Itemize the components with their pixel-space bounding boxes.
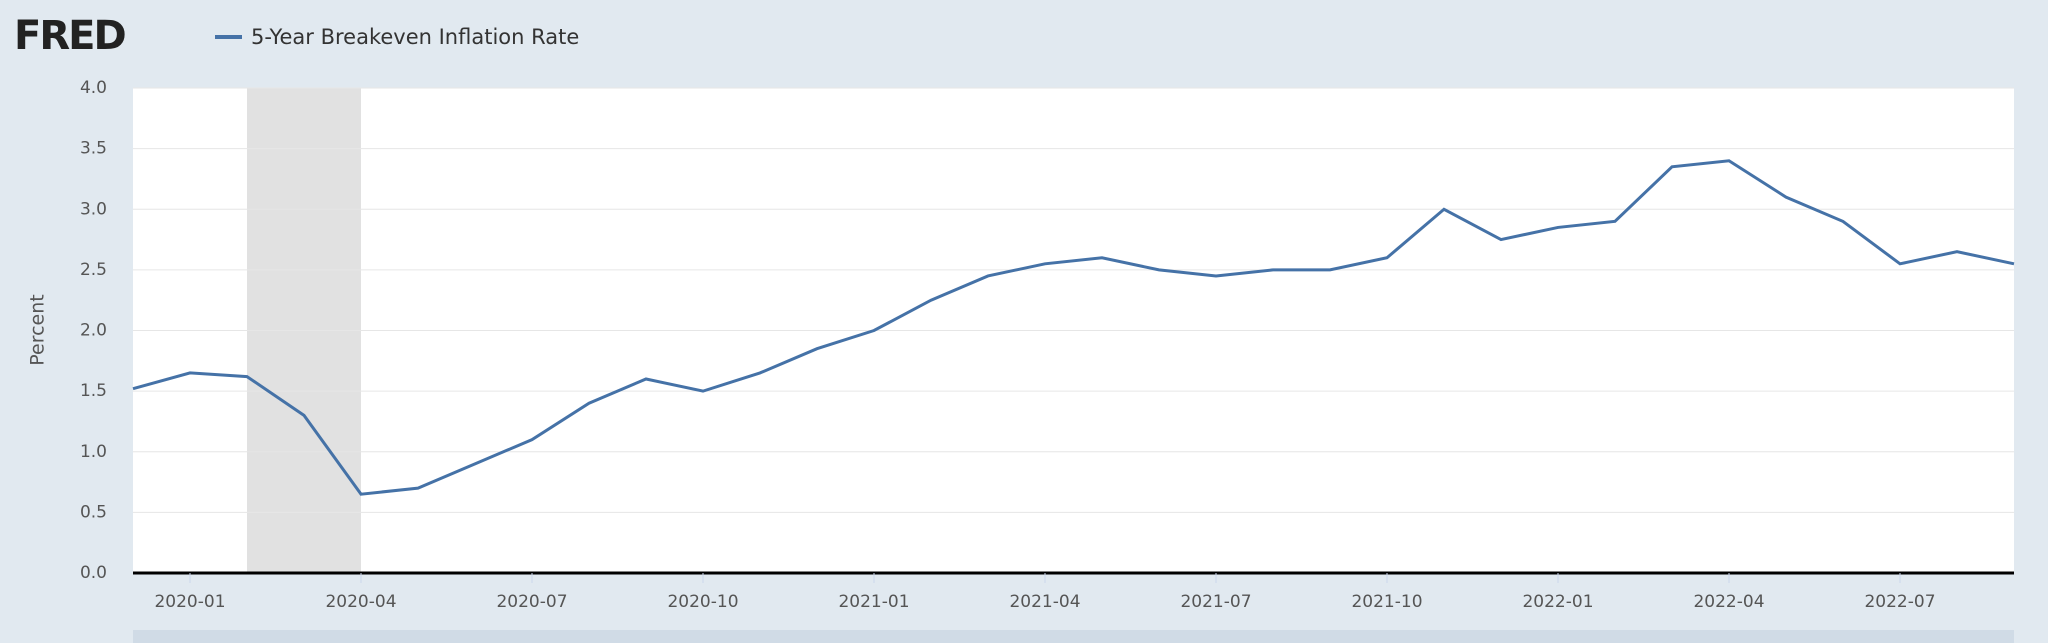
range-slider[interactable] <box>133 630 2014 643</box>
x-tick-label: 2020-07 <box>496 592 567 612</box>
y-tick-label: 3.0 <box>80 199 107 219</box>
y-tick-label: 2.5 <box>80 260 107 280</box>
y-tick-label: 0.5 <box>80 502 107 522</box>
x-tick-label: 2021-04 <box>1009 592 1080 612</box>
y-tick-label: 1.5 <box>80 381 107 401</box>
x-tick-label: 2021-10 <box>1351 592 1422 612</box>
x-tick-label: 2020-10 <box>667 592 738 612</box>
x-tick-label: 2022-01 <box>1522 592 1593 612</box>
x-tick-label: 2022-07 <box>1864 592 1935 612</box>
y-tick-label: 1.0 <box>80 442 107 462</box>
logo: FRED <box>14 13 125 59</box>
x-tick-label: 2020-01 <box>154 592 225 612</box>
x-tick-label: 2021-01 <box>838 592 909 612</box>
series-line <box>132 159 2015 496</box>
y-axis-label: Percent <box>27 294 49 366</box>
y-tick-label: 4.0 <box>80 78 107 98</box>
x-tick-label: 2021-07 <box>1180 592 1251 612</box>
x-tick-label: 2022-04 <box>1693 592 1764 612</box>
y-tick-label: 2.0 <box>80 321 107 341</box>
y-tick-label: 0.0 <box>80 563 107 583</box>
legend-label: 5-Year Breakeven Inflation Rate <box>251 25 579 49</box>
y-tick-label: 3.5 <box>80 139 107 159</box>
x-tick-label: 2020-04 <box>325 592 396 612</box>
